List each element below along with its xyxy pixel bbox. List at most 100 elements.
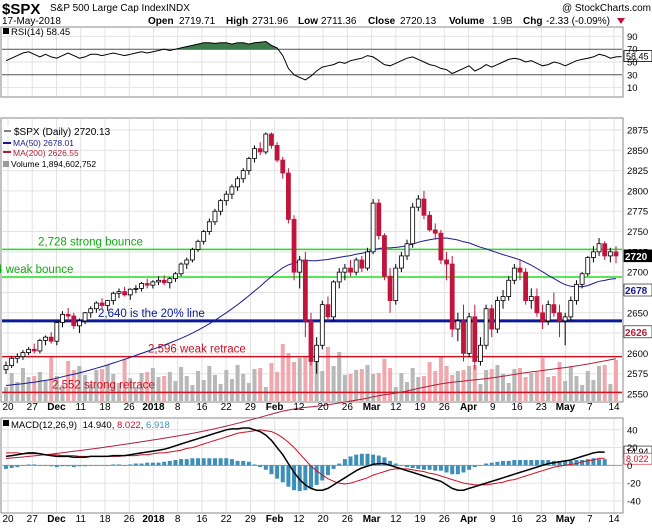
macd-histogram-bar: [26, 464, 31, 466]
candle-body: [523, 271, 529, 301]
candle-body: [116, 291, 122, 294]
price-tick-label: 2600: [627, 349, 648, 360]
volume-bar: [252, 369, 257, 401]
volume-bar: [517, 368, 522, 401]
macd-histogram-bar: [320, 465, 325, 481]
candle-body: [269, 133, 274, 146]
volume-bar: [314, 362, 319, 401]
volume-bar: [325, 347, 330, 401]
candle-body: [20, 352, 26, 358]
volume-bar: [472, 365, 477, 401]
candle-body: [500, 296, 506, 301]
volume-bar: [393, 387, 398, 401]
candle-body: [156, 279, 161, 283]
macd-histogram-bar: [337, 463, 342, 466]
x-tick-label: 18: [99, 514, 111, 525]
candle-body: [506, 279, 512, 297]
macd-histogram-bar: [438, 465, 443, 471]
candle-body: [421, 198, 427, 216]
candle-body: [365, 251, 370, 269]
candle-body: [528, 296, 534, 301]
candle-body: [342, 267, 348, 273]
macd-histogram-bar: [359, 453, 364, 466]
rsi-overbought-fill: [164, 41, 278, 50]
macd-histogram-bar: [506, 460, 511, 466]
x-tick-label: 8: [175, 402, 181, 413]
x-tick-label: 26: [439, 402, 451, 413]
volume-bar: [602, 365, 607, 401]
macd-histogram-bar: [421, 465, 426, 470]
volume-bar: [388, 368, 393, 401]
macd-histogram-bar: [393, 463, 398, 466]
volume-bar: [145, 372, 150, 401]
macd-histogram-bar: [467, 465, 472, 470]
volume-bar: [421, 376, 426, 401]
volume-bar: [167, 372, 172, 401]
candle-body: [263, 133, 269, 153]
macd-histogram-bar: [77, 465, 82, 467]
volume-bars: [4, 343, 618, 401]
macd-histogram-bar: [128, 464, 133, 466]
candle-body: [540, 312, 545, 322]
price-tick-label: 2550: [627, 390, 648, 401]
volume-bar: [399, 373, 404, 401]
x-tick-label: Apr: [460, 402, 477, 413]
candle-body: [376, 202, 382, 237]
volume-bar: [348, 374, 353, 401]
chart-header: $SPX S&P 500 Large Cap Index INDX @ Stoc…: [2, 1, 651, 27]
axis-labels: 20202727DecDec11111818262620182018881616…: [2, 32, 652, 525]
ma50-line: [5, 237, 617, 386]
volume-bar: [297, 358, 302, 401]
level-annotation: 2,640 is the 20% line: [98, 308, 205, 320]
volume-bar: [128, 378, 133, 401]
candle-body: [607, 251, 613, 257]
volume-bar: [365, 365, 370, 401]
volume-bar: [438, 357, 443, 401]
candle-body: [359, 259, 365, 269]
macd-histogram-bar: [388, 460, 393, 466]
macd-histogram-bar: [495, 461, 500, 466]
macd-histogram-bar: [100, 465, 105, 466]
candle-body: [43, 336, 48, 341]
volume-bar: [416, 377, 421, 401]
macd-histogram-bar: [167, 460, 172, 466]
candle-body: [280, 159, 286, 174]
volume-bar: [433, 371, 438, 401]
candle-body: [387, 275, 393, 301]
macd-histogram-bar: [224, 458, 229, 466]
volume-bar: [359, 369, 364, 401]
candle-body: [534, 296, 540, 314]
candle-body: [88, 308, 94, 314]
volume-bar: [540, 358, 545, 401]
candle-body: [432, 229, 438, 234]
volume-bar: [241, 374, 246, 401]
ma50-legend: MA(50) 2678.01: [13, 138, 74, 148]
macd-histogram-bar: [331, 465, 336, 469]
x-tick-label: 19: [415, 514, 427, 525]
macd-histogram-bar: [540, 460, 545, 466]
gridlines: [2, 28, 622, 512]
candle-body: [218, 200, 224, 212]
macd-histogram-bar: [501, 460, 506, 466]
candle-body: [286, 172, 291, 220]
macd-histogram-bar: [258, 465, 263, 468]
candle-body: [596, 243, 602, 253]
level-annotation: 2,728 strong bounce: [38, 236, 143, 248]
volume-bar: [100, 369, 105, 401]
volume-bar: [546, 377, 551, 401]
macd-histogram-bar: [229, 459, 234, 466]
candle-body: [31, 348, 37, 352]
candle-body: [60, 313, 65, 323]
x-tick-label: May: [556, 402, 576, 413]
volume-bar: [122, 359, 127, 401]
macd-histogram-bar: [382, 457, 387, 466]
chg-value: -2.33 (-0.09%): [546, 16, 610, 27]
last-price-label: 2720: [625, 252, 648, 263]
volume-bar: [229, 379, 234, 401]
x-tick-label: 26: [439, 514, 451, 525]
price-legend-main: $SPX (Daily) 2720.13: [14, 127, 111, 138]
macd-histogram-bar: [433, 465, 438, 471]
macd-histogram-bar: [602, 459, 607, 466]
x-tick-label: 20: [318, 402, 330, 413]
candle-body: [139, 283, 144, 289]
